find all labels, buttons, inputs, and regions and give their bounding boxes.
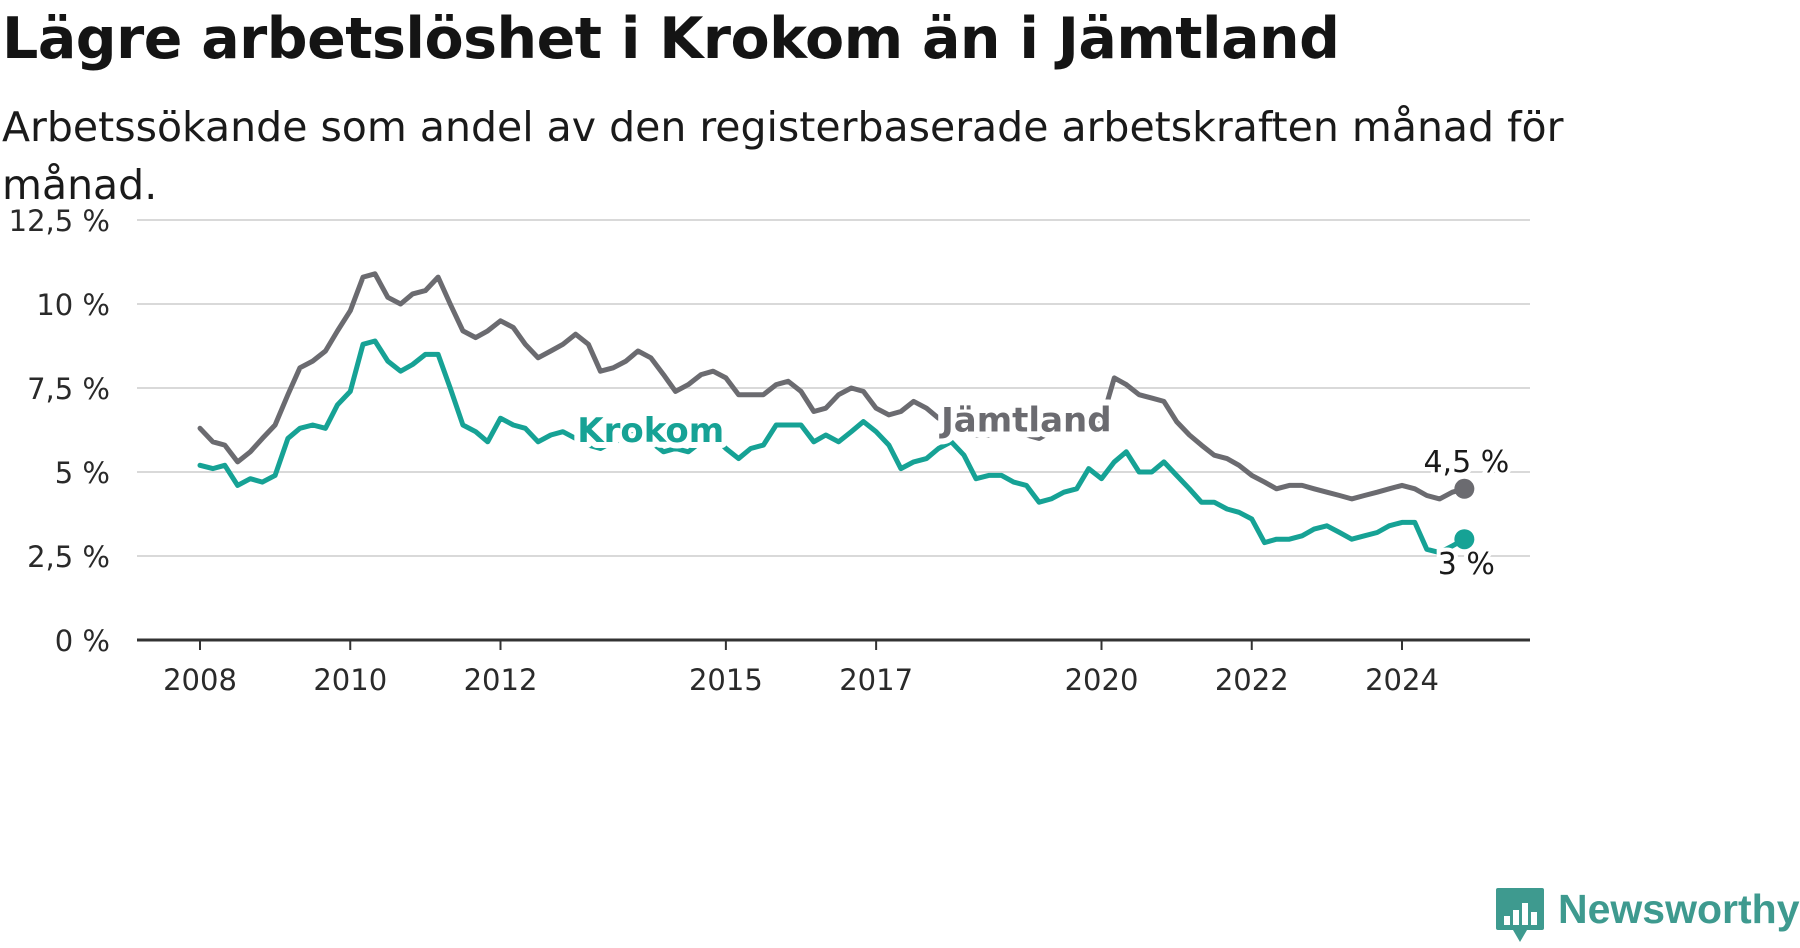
brand-name: Newsworthy xyxy=(1558,886,1800,932)
x-tick-label: 2010 xyxy=(313,663,387,697)
annotations: 4,5 % 3 % Krokom Jämtland xyxy=(571,395,1513,587)
y-tick-label: 2,5 % xyxy=(27,540,110,574)
x-tick-label: 2020 xyxy=(1065,663,1139,697)
y-tick-label: 10 % xyxy=(36,288,110,322)
series-line-krokom xyxy=(197,338,1467,556)
bar-chart-pin-icon xyxy=(1496,888,1544,942)
x-tick-label: 2012 xyxy=(464,663,538,697)
end-point-krokom xyxy=(1454,529,1475,550)
x-tick-label: 2024 xyxy=(1365,663,1439,697)
y-tick-label: 12,5 % xyxy=(9,204,110,238)
y-tick-label: 7,5 % xyxy=(27,372,110,406)
y-tick-label: 5 % xyxy=(55,456,110,490)
end-value-label: 3 % xyxy=(1438,547,1495,582)
x-tick-label: 2017 xyxy=(839,663,913,697)
y-axis: 0 % 2,5 % 5 % 7,5 % 10 % 12,5 % xyxy=(9,204,110,658)
chart-title: Lägre arbetslöshet i Krokom än i Jämtlan… xyxy=(2,6,1340,72)
series-lines xyxy=(197,271,1475,556)
x-axis: 2008 2010 2012 2015 2017 2020 2022 2024 xyxy=(137,638,1530,697)
series-label-krokom: Krokom xyxy=(577,411,724,451)
series-label-jamtland: Jämtland xyxy=(939,401,1111,441)
chart-subtitle: Arbetssökande som andel av den registerb… xyxy=(2,103,1564,209)
gridlines xyxy=(137,219,1530,557)
series-line-jamtland xyxy=(197,271,1467,502)
end-point-jamtland xyxy=(1454,478,1475,499)
x-tick-label: 2008 xyxy=(163,663,237,697)
y-tick-label: 0 % xyxy=(55,624,110,658)
x-tick-label: 2022 xyxy=(1215,663,1289,697)
end-value-label: 4,5 % xyxy=(1423,445,1509,480)
x-tick-label: 2015 xyxy=(689,663,763,697)
